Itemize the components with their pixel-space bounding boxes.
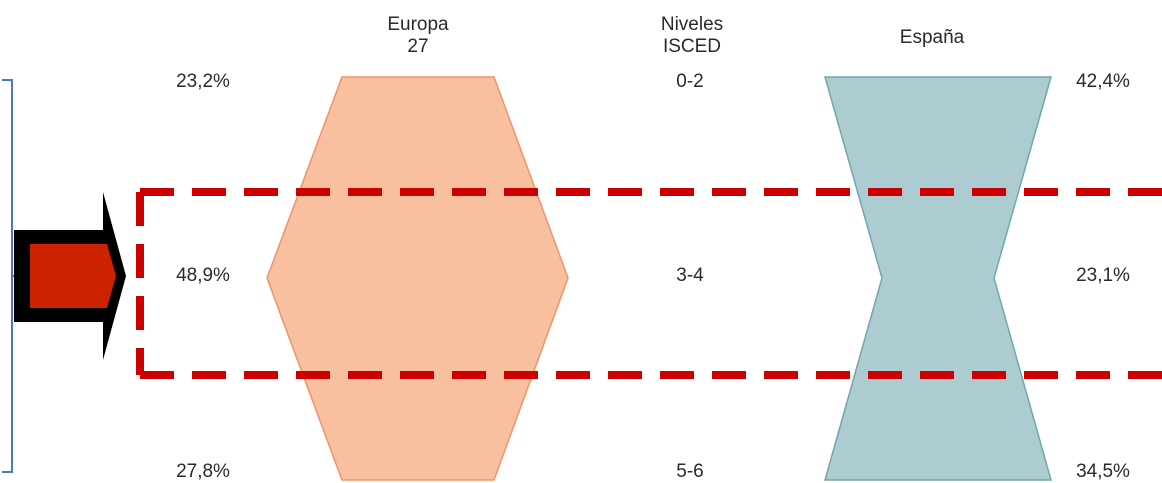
- level-label-3-4: 3-4: [676, 265, 704, 286]
- highlight-dashed-box: [136, 188, 1162, 379]
- levels-header-line1: Niveles: [660, 14, 724, 35]
- spain-value-5-6: 34,5%: [1076, 461, 1130, 482]
- europe-header: Europa 27: [348, 14, 488, 58]
- europe-value-3-4: 48,9%: [176, 265, 230, 286]
- europe-header-line1: Europa: [387, 14, 449, 35]
- spain-value-0-2: 42,4%: [1076, 71, 1130, 92]
- spain-value-3-4: 23,1%: [1076, 265, 1130, 286]
- europe-header-line2: 27: [407, 36, 429, 57]
- europe-value-0-2: 23,2%: [176, 71, 230, 92]
- europe-27-shape: [266, 76, 569, 481]
- spain-shape: [824, 76, 1052, 481]
- level-label-5-6: 5-6: [676, 461, 704, 482]
- level-label-0-2: 0-2: [676, 71, 704, 92]
- levels-header-line2: ISCED: [662, 36, 722, 57]
- spain-header: España: [899, 27, 965, 48]
- levels-header: Niveles ISCED: [622, 14, 762, 58]
- pointer-arrow-icon: [14, 192, 126, 360]
- europe-value-5-6: 27,8%: [176, 461, 230, 482]
